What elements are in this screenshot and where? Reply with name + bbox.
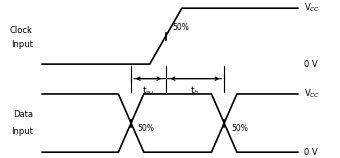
Text: Data: Data bbox=[13, 110, 33, 119]
Text: 50%: 50% bbox=[231, 124, 248, 133]
Text: t$_{su}$: t$_{su}$ bbox=[142, 84, 155, 97]
Text: 0 V: 0 V bbox=[304, 60, 317, 69]
Text: V$_{CC}$: V$_{CC}$ bbox=[304, 88, 320, 100]
Text: 50%: 50% bbox=[173, 23, 190, 32]
Text: Input: Input bbox=[11, 40, 33, 49]
Text: V$_{CC}$: V$_{CC}$ bbox=[304, 2, 320, 14]
Text: Input: Input bbox=[11, 127, 33, 136]
Text: t$_{h}$: t$_{h}$ bbox=[190, 84, 200, 97]
Text: 0 V: 0 V bbox=[304, 148, 317, 157]
Text: Clock: Clock bbox=[10, 26, 33, 35]
Text: 50%: 50% bbox=[138, 124, 155, 133]
